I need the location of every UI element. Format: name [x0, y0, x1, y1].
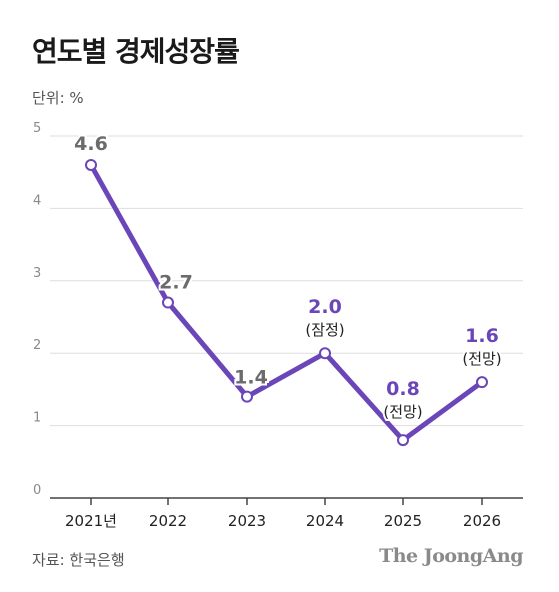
gridlines	[50, 135, 523, 427]
data-label: 0.8	[386, 378, 420, 400]
source-note: 자료: 한국은행	[32, 551, 125, 569]
brand-logo: The JoongAng	[379, 545, 523, 567]
data-note: (잠정)	[305, 321, 344, 339]
data-labels: 4.6 2.7 1.4 2.0 (잠정) 0.8 (전망) 1.6 (전망)	[72, 131, 503, 423]
data-point	[241, 390, 253, 403]
page-title: 연도별 경제성장률	[32, 35, 240, 68]
x-tick-label: 2025	[384, 512, 422, 530]
x-tick-label: 2022	[149, 512, 187, 530]
y-tick-label: 3	[33, 266, 41, 281]
data-label: 1.6	[465, 325, 499, 347]
y-tick-label: 1	[33, 411, 41, 426]
data-label: 2.7	[159, 272, 193, 294]
x-tick-label: 2026	[463, 512, 501, 530]
y-tick-label: 0	[33, 483, 41, 498]
data-point	[162, 296, 174, 309]
y-tick-label: 2	[33, 338, 41, 353]
data-point	[476, 376, 488, 389]
data-label: 1.4	[234, 367, 268, 389]
data-point	[319, 347, 331, 360]
data-note: (전망)	[462, 350, 501, 368]
y-tick-label: 4	[33, 193, 41, 208]
y-axis-ticks: 0 1 2 3 4 5	[33, 121, 41, 498]
data-label: 2.0	[308, 296, 342, 318]
data-points	[85, 158, 488, 447]
data-point	[397, 434, 409, 447]
data-point	[85, 158, 97, 171]
unit-label: 단위: %	[32, 89, 84, 107]
data-label: 4.6	[74, 133, 108, 155]
data-note: (전망)	[383, 403, 422, 421]
x-tick-label: 2021년	[65, 512, 117, 530]
y-tick-label: 5	[33, 121, 41, 136]
series-line	[88, 162, 485, 443]
x-axis: 2021년 2022 2023 2024 2025 2026	[50, 497, 523, 530]
series-polyline	[88, 162, 485, 443]
x-tick-label: 2024	[306, 512, 344, 530]
x-tick-label: 2023	[228, 512, 266, 530]
